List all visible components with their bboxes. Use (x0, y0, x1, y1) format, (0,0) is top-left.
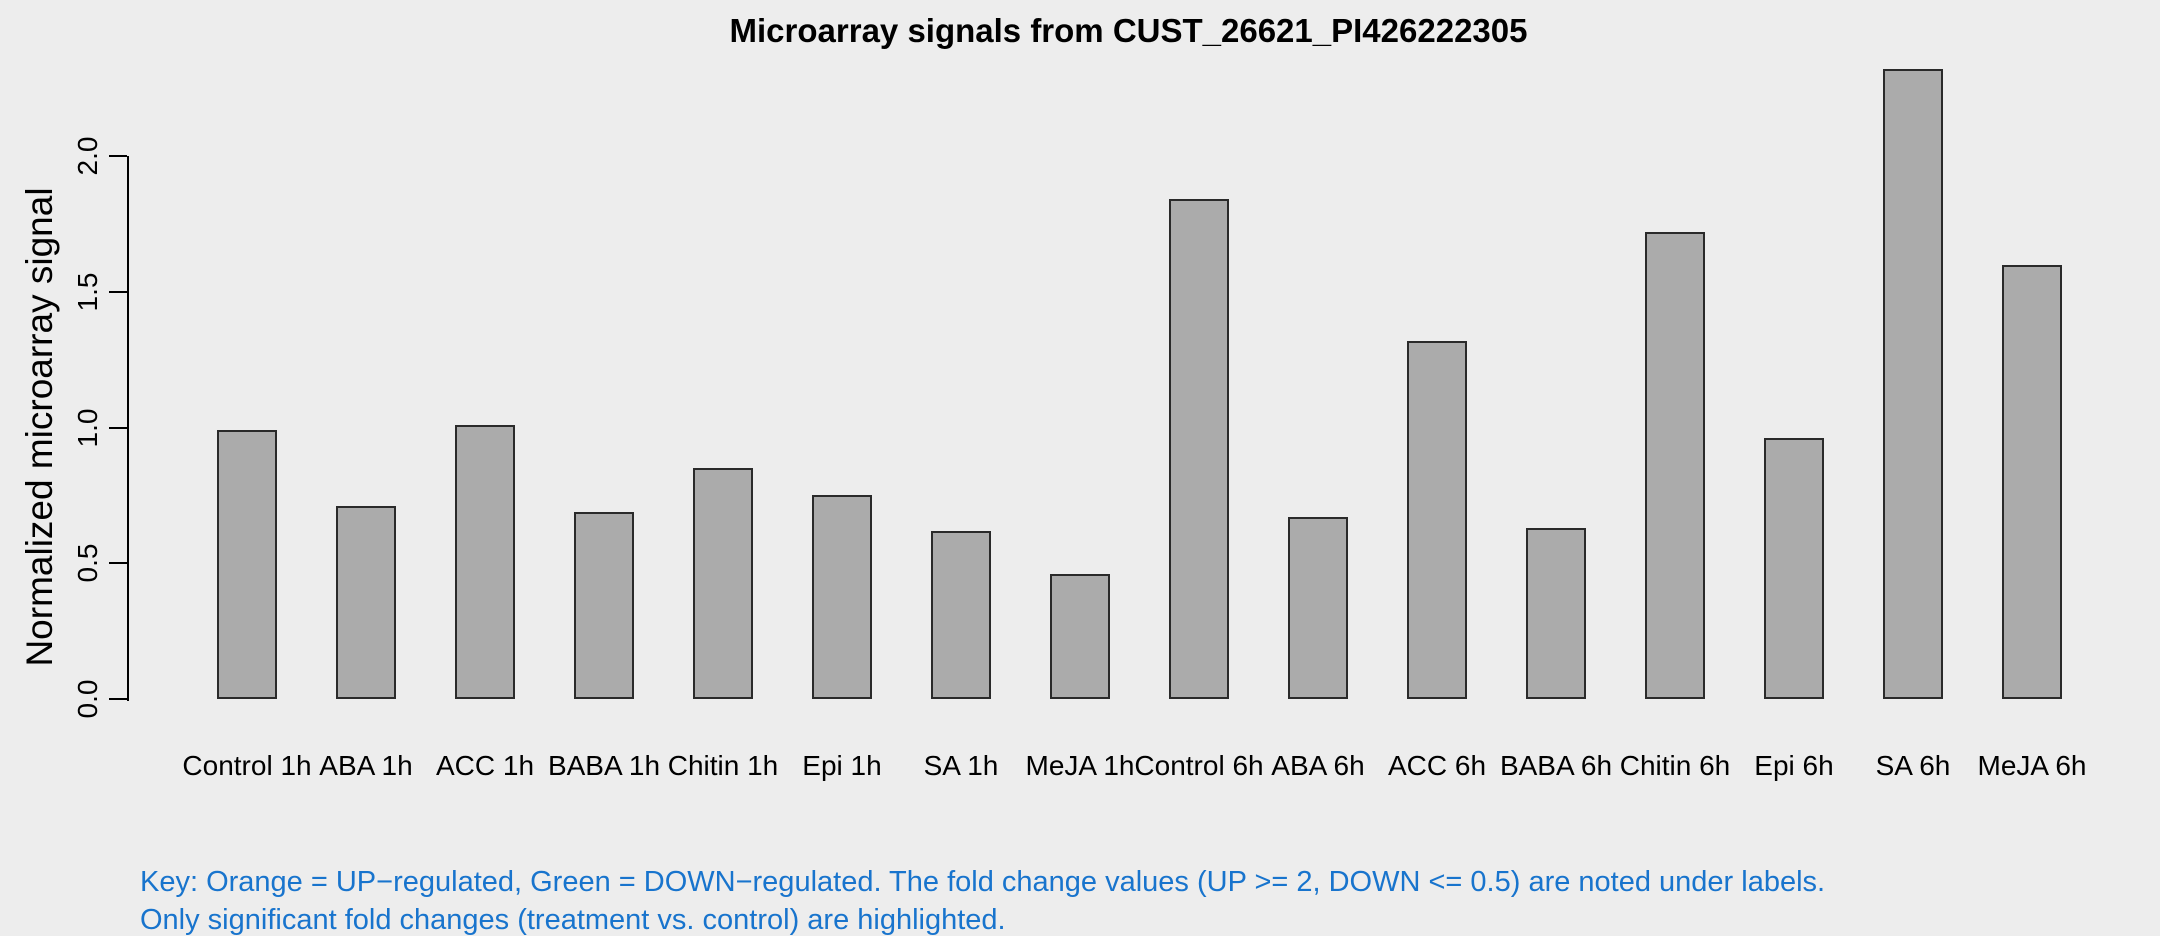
y-tick-label: 1.0 (72, 408, 103, 447)
key-line-1: Key: Orange = UP−regulated, Green = DOWN… (140, 866, 1826, 898)
bar-meja-6h (2002, 265, 2062, 699)
bar-aba-6h (1288, 517, 1348, 699)
y-tick (109, 426, 127, 429)
y-tick (109, 155, 127, 157)
bar-sa-1h (931, 531, 991, 699)
x-tick-label: ABA 1h (319, 750, 413, 781)
x-tick-label: Epi 6h (1754, 750, 1834, 781)
x-tick-label: SA 6h (1875, 750, 1951, 781)
bar-control-1h (217, 430, 277, 699)
bar-epi-6h (1764, 438, 1824, 699)
y-tick (109, 562, 127, 565)
x-tick-label: Control 6h (1134, 750, 1264, 781)
bar-meja-1h (1050, 574, 1110, 699)
y-tick (109, 290, 127, 293)
y-tick-label: 0.5 (72, 543, 103, 583)
bar-chitin-6h (1645, 232, 1705, 699)
bar-baba-6h (1526, 528, 1586, 699)
x-tick-label: BABA 6h (1499, 750, 1613, 781)
x-tick-label: SA 1h (923, 750, 999, 781)
bar-acc-1h (455, 425, 515, 699)
x-tick-label: MeJA 6h (1977, 750, 2087, 781)
bar-baba-1h (574, 512, 634, 699)
x-tick-label: MeJA 1h (1025, 750, 1135, 781)
x-tick-label: Chitin 1h (667, 750, 779, 781)
y-tick-label: 1.5 (72, 272, 103, 312)
bar-chitin-1h (693, 468, 753, 699)
y-tick-label: 0.0 (72, 679, 103, 719)
y-axis-line (127, 156, 129, 701)
bar-control-6h (1169, 199, 1229, 699)
y-axis-label: Normalized microarray signal (19, 187, 60, 667)
y-tick-label: 2.0 (72, 136, 103, 176)
bar-acc-6h (1407, 341, 1467, 699)
x-tick-label: ACC 6h (1387, 750, 1487, 781)
x-tick-label: ABA 6h (1271, 750, 1365, 781)
chart-title: Microarray signals from CUST_26621_PI426… (729, 12, 1528, 49)
key-line-2: Only significant fold changes (treatment… (140, 904, 1006, 936)
y-tick (109, 698, 127, 700)
x-tick-label: BABA 1h (547, 750, 661, 781)
bar-epi-1h (812, 495, 872, 699)
bar-sa-6h (1883, 69, 1943, 699)
x-tick-label: Chitin 6h (1619, 750, 1731, 781)
x-tick-label: Control 1h (182, 750, 312, 781)
x-tick-label: Epi 1h (802, 750, 882, 781)
x-tick-label: ACC 1h (435, 750, 535, 781)
bar-aba-1h (336, 506, 396, 699)
